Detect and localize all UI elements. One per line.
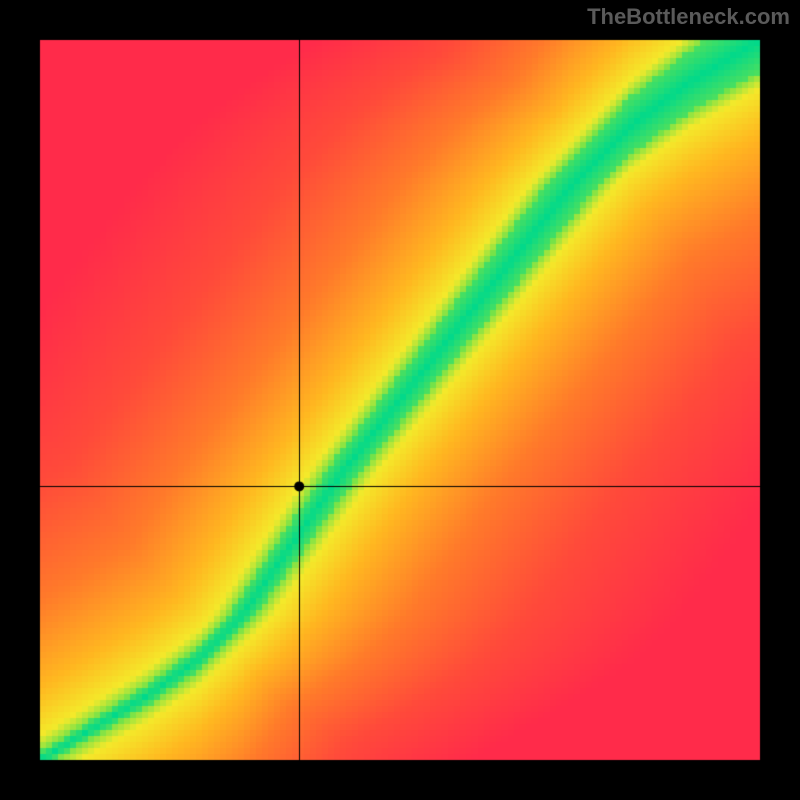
watermark-text: TheBottleneck.com: [587, 4, 790, 30]
bottleneck-heatmap-canvas: [0, 0, 800, 800]
